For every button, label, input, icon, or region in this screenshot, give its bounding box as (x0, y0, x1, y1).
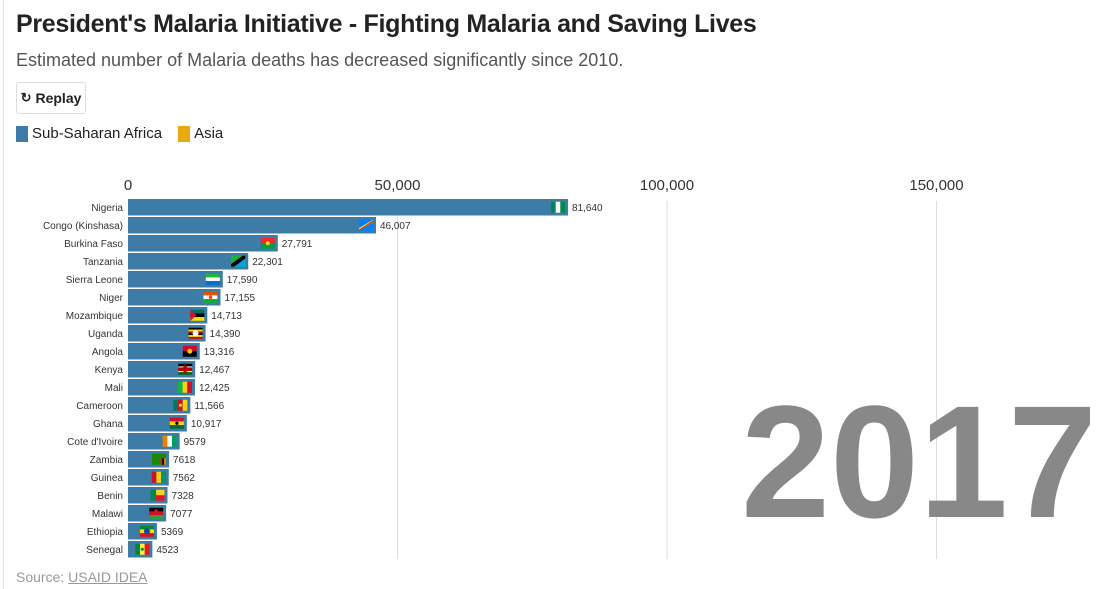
value-label-uganda: 14,390 (210, 329, 241, 340)
page-left-border (3, 0, 4, 589)
value-label-cameroon: 11,566 (194, 401, 224, 412)
replay-button[interactable]: ↻ Replay (16, 82, 86, 114)
value-label-benin: 7328 (171, 491, 194, 502)
benin-flag-icon (150, 489, 165, 501)
x-tick-label: 0 (124, 177, 132, 194)
bar-mozambique (128, 307, 208, 324)
malawi-flag-icon (149, 507, 164, 519)
mali-flag-icon (177, 381, 192, 393)
category-label-guinea: Guinea (91, 473, 124, 484)
bar-sierra-leone (128, 271, 223, 288)
bar-tanzania (128, 253, 249, 270)
value-label-cote-d-ivoire: 9579 (184, 437, 207, 448)
burkina-faso-flag-icon (260, 237, 275, 249)
value-label-zambia: 7618 (173, 455, 196, 466)
x-tick-label: 50,000 (375, 177, 421, 194)
legend-swatch-asia (178, 125, 191, 142)
senegal-flag-icon (135, 543, 150, 555)
category-label-nigeria: Nigeria (91, 203, 123, 214)
year-label: 2017 (741, 372, 1097, 551)
bar-niger (128, 289, 221, 306)
category-label-uganda: Uganda (88, 329, 123, 340)
mozambique-flag-icon (190, 309, 205, 321)
category-label-cote-d-ivoire: Cote d'Ivoire (67, 437, 123, 448)
legend-item-asia[interactable]: Asia (178, 125, 223, 142)
value-label-tanzania: 22,301 (252, 257, 283, 268)
category-label-niger: Niger (99, 293, 124, 304)
value-label-niger: 17,155 (224, 293, 255, 304)
cote-divoire-flag-icon (162, 435, 177, 447)
bar-burkina-faso (128, 235, 278, 252)
zambia-flag-icon (152, 453, 167, 465)
category-label-senegal: Senegal (86, 545, 123, 556)
congo-kinshasa-flag-icon (358, 219, 373, 231)
value-label-kenya: 12,467 (199, 365, 230, 376)
value-label-nigeria: 81,640 (572, 203, 603, 214)
x-tick-label: 100,000 (640, 177, 694, 194)
legend-swatch-sub-saharan-africa (16, 125, 28, 142)
category-label-ethiopia: Ethiopia (87, 527, 124, 538)
source-prefix: Source: (16, 569, 65, 585)
ethiopia-flag-icon (139, 525, 154, 537)
category-label-kenya: Kenya (95, 365, 124, 376)
bar-angola (128, 343, 200, 360)
cameroon-flag-icon (173, 399, 188, 411)
legend-label-asia: Asia (194, 125, 224, 142)
legend-label-sub-saharan-africa: Sub-Saharan Africa (32, 125, 163, 142)
value-label-ethiopia: 5369 (161, 527, 184, 538)
value-label-congo-kinshasa: 46,007 (380, 221, 411, 232)
category-label-mali: Mali (105, 383, 123, 394)
bar-uganda (128, 325, 206, 342)
legend-item-sub-saharan-africa[interactable]: Sub-Saharan Africa (16, 125, 162, 142)
category-label-cameroon: Cameroon (76, 401, 123, 412)
nigeria-flag-icon (551, 201, 566, 213)
legend: Sub-Saharan Africa Asia (16, 125, 223, 142)
chart-subtitle: Estimated number of Malaria deaths has d… (16, 50, 624, 70)
x-tick-label: 150,000 (909, 177, 963, 194)
kenya-flag-icon (178, 363, 193, 375)
uganda-flag-icon (188, 327, 203, 339)
value-label-ghana: 10,917 (191, 419, 222, 430)
source-note: Source: USAID IDEA (16, 569, 148, 585)
angola-flag-icon (182, 345, 197, 357)
tanzania-flag-icon (231, 255, 246, 267)
value-label-mozambique: 14,713 (211, 311, 242, 322)
category-label-benin: Benin (97, 491, 123, 502)
category-label-malawi: Malawi (92, 509, 123, 520)
value-label-malawi: 7077 (170, 509, 193, 520)
category-label-tanzania: Tanzania (83, 257, 123, 268)
value-label-burkina-faso: 27,791 (282, 239, 313, 250)
replay-icon: ↻ (20, 90, 32, 105)
bar-congo-kinshasa (128, 217, 376, 234)
category-label-mozambique: Mozambique (66, 311, 124, 322)
category-label-angola: Angola (92, 347, 124, 358)
sierra-leone-flag-icon (205, 273, 220, 285)
guinea-flag-icon (151, 471, 166, 483)
category-label-congo-kinshasa: Congo (Kinshasa) (43, 221, 123, 232)
replay-label: Replay (35, 90, 82, 106)
value-label-mali: 12,425 (199, 383, 230, 394)
category-label-zambia: Zambia (90, 455, 124, 466)
value-label-senegal: 4523 (156, 545, 179, 556)
category-label-ghana: Ghana (93, 419, 123, 430)
value-label-sierra-leone: 17,590 (227, 275, 258, 286)
ghana-flag-icon (169, 417, 184, 429)
category-label-burkina-faso: Burkina Faso (64, 239, 123, 250)
source-link[interactable]: USAID IDEA (68, 569, 148, 585)
niger-flag-icon (203, 291, 218, 303)
chart-title: President's Malaria Initiative - Fightin… (16, 10, 757, 38)
category-label-sierra-leone: Sierra Leone (66, 275, 124, 286)
bar-nigeria (128, 199, 569, 216)
value-label-angola: 13,316 (204, 347, 235, 358)
value-label-guinea: 7562 (173, 473, 196, 484)
